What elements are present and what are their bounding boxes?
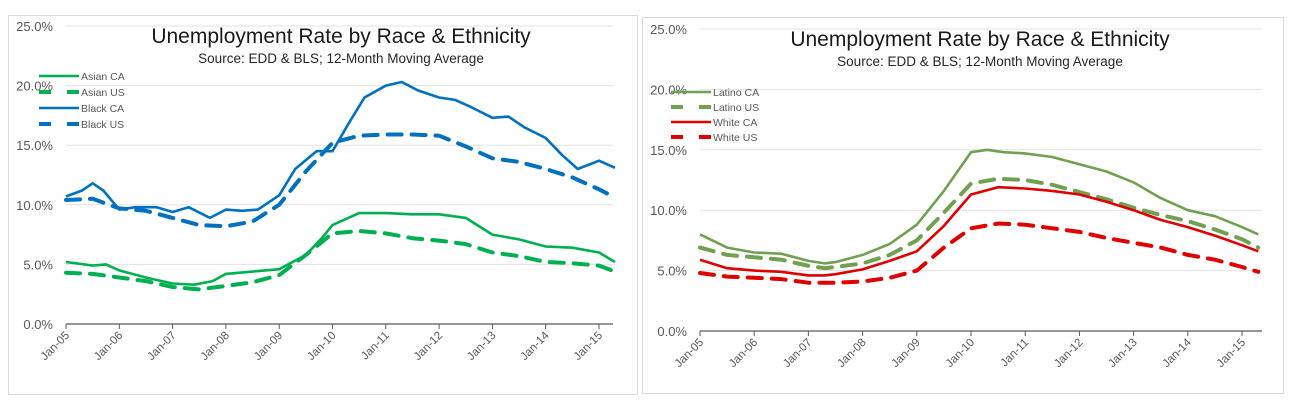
legend-label: Asian CA xyxy=(81,71,125,83)
x-tick-label: Jan-07 xyxy=(781,337,814,370)
series-line-latino-ca xyxy=(699,148,1259,265)
x-tick-label: Jan-10 xyxy=(944,337,977,370)
x-tick-label: Jan-06 xyxy=(92,330,125,363)
chart-subtitle: Source: EDD & BLS; 12-Month Moving Avera… xyxy=(198,51,484,66)
series-line-black-us xyxy=(64,132,617,229)
chart-right-svg: 0.0% 5.0% 10.0% 15.0% 20.0% 25.0% Jan-05 Jan-06… xyxy=(650,22,1262,370)
x-tick-label: Jan-05 xyxy=(673,337,706,370)
y-tick-label: 25.0% xyxy=(16,19,53,34)
series-line-white-us xyxy=(698,221,1261,285)
series-line-latino-us xyxy=(698,176,1261,271)
series-line-asian-ca xyxy=(65,211,616,287)
y-tick-label: 25.0% xyxy=(650,22,687,37)
x-tick-label: Jan-11 xyxy=(999,337,1032,370)
series-line-asian-us xyxy=(64,229,617,292)
x-tick-label: Jan-13 xyxy=(465,330,498,363)
x-tick-label: Jan-12 xyxy=(1052,337,1085,370)
x-tick-label: Jan-15 xyxy=(572,330,605,363)
x-tick-label: Jan-07 xyxy=(145,330,178,363)
chart-subtitle: Source: EDD & BLS; 12-Month Moving Avera… xyxy=(837,54,1123,69)
legend-label: Black CA xyxy=(81,103,124,115)
x-tick-label: Jan-12 xyxy=(412,330,445,363)
chart-panel-right: 0.0% 5.0% 10.0% 15.0% 20.0% 25.0% Jan-05 Jan-06… xyxy=(642,17,1284,394)
legend-label: White US xyxy=(713,132,757,144)
legend-label: Black US xyxy=(81,119,124,131)
x-tick-label: Jan-05 xyxy=(39,330,72,363)
x-tick-label: Jan-14 xyxy=(518,329,552,363)
x-tick-label: Jan-09 xyxy=(252,330,285,363)
x-tick-label: Jan-08 xyxy=(835,337,868,370)
x-tick-label: Jan-15 xyxy=(1215,337,1248,370)
chart-title: Unemployment Rate by Race & Ethnicity xyxy=(790,28,1170,51)
legend-label: Latino US xyxy=(713,102,759,114)
y-tick-label: 0.0% xyxy=(23,317,53,332)
y-tick-label: 20.0% xyxy=(16,79,53,94)
x-tick-label: Jan-08 xyxy=(199,330,232,363)
x-tick-label: Jan-11 xyxy=(359,330,392,363)
x-tick-label: Jan-14 xyxy=(1161,336,1195,370)
y-tick-label: 5.0% xyxy=(23,257,53,272)
x-tick-label: Jan-09 xyxy=(890,337,923,370)
y-tick-label: 5.0% xyxy=(657,264,687,279)
chart-left-svg: 0.0% 5.0% 10.0% 15.0% 20.0% 25.0% Jan-05 Jan-06… xyxy=(16,19,617,363)
x-tick-label: Jan-10 xyxy=(305,330,338,363)
series-line-black-ca xyxy=(65,80,616,220)
legend-label: Latino CA xyxy=(713,87,759,99)
x-tick-label: Jan-06 xyxy=(727,337,760,370)
y-tick-label: 15.0% xyxy=(650,143,687,158)
x-tick-label: Jan-13 xyxy=(1106,337,1139,370)
chart-title: Unemployment Rate by Race & Ethnicity xyxy=(151,25,531,48)
chart-panel-left: 0.0% 5.0% 10.0% 15.0% 20.0% 25.0% Jan-05 Jan-06… xyxy=(8,15,638,395)
y-tick-label: 15.0% xyxy=(16,138,53,153)
legend-label: Asian US xyxy=(81,87,125,99)
y-tick-label: 10.0% xyxy=(650,203,687,218)
y-tick-label: 20.0% xyxy=(650,82,687,97)
y-tick-label: 0.0% xyxy=(657,324,687,339)
legend-label: White CA xyxy=(713,117,757,129)
y-tick-label: 10.0% xyxy=(16,198,53,213)
series-line-white-ca xyxy=(699,185,1259,277)
